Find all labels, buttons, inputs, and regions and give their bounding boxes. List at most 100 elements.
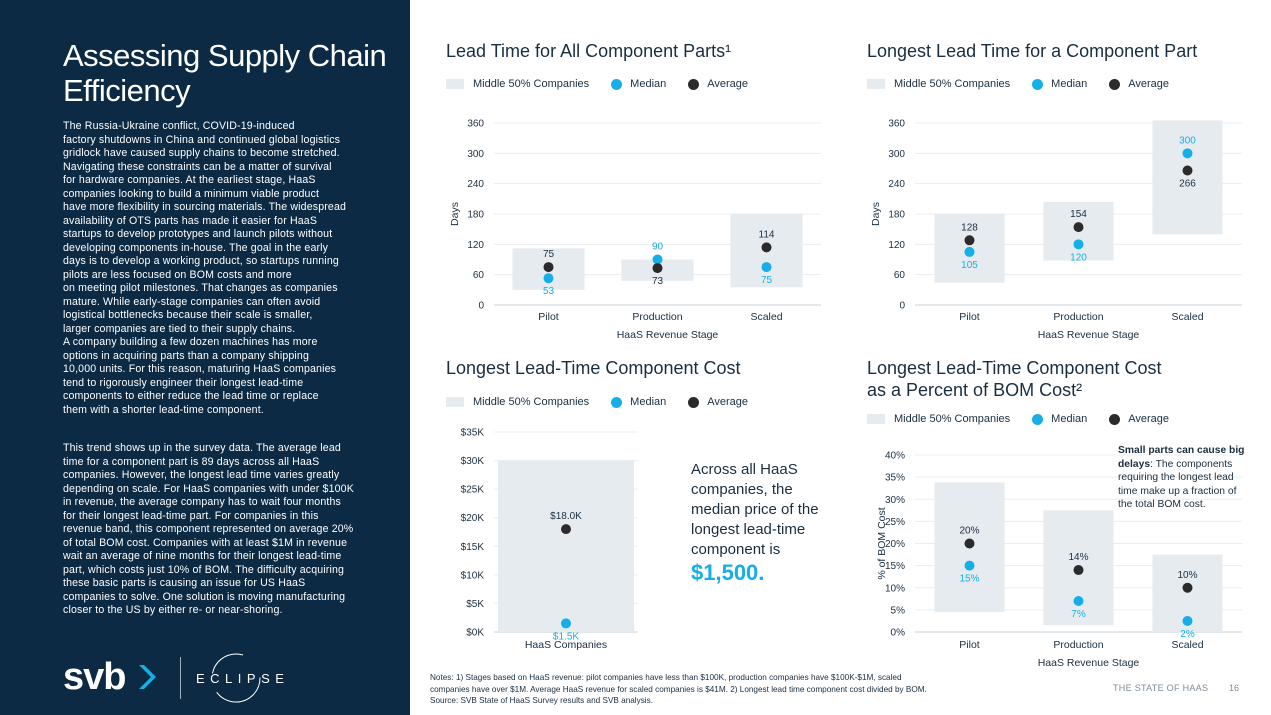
average-value-label: 114 xyxy=(759,229,775,240)
legend-average-label: Average xyxy=(1128,78,1170,90)
median-value-label: 2% xyxy=(1180,629,1195,640)
chart-plot: 0 60 120 180 240 300 360 Days HaaS Revenue Stage… xyxy=(870,119,1242,341)
average-point xyxy=(1182,165,1193,176)
y-tick-label: 0% xyxy=(891,628,906,639)
average-value-label: 20% xyxy=(959,526,979,537)
footer-brand: THE STATE OF HAAS xyxy=(1113,683,1209,693)
legend-average-swatch xyxy=(688,396,700,408)
chart-plot: 0% 5% 10% 15% 20% 25% 30% 35% 40% % of BOM Cost Ha… xyxy=(876,451,1242,669)
legend-average-label: Average xyxy=(707,396,749,408)
median-value-label: 90 xyxy=(652,242,664,253)
median-value-label: $1.5K xyxy=(553,631,579,642)
chart-title: Lead Time for All Component Parts¹ xyxy=(446,41,732,61)
chart-legend: Middle 50% Companies Median Average xyxy=(446,394,748,410)
median-point xyxy=(761,262,772,273)
y-tick-label: 20% xyxy=(885,539,905,550)
average-point xyxy=(1073,565,1084,576)
median-value-label: 75 xyxy=(761,275,773,286)
median-value-label: 105 xyxy=(961,260,978,271)
y-tick-label: 30% xyxy=(885,495,905,506)
legend-band-swatch xyxy=(446,79,464,89)
legend-median-label: Median xyxy=(1051,78,1088,90)
average-value-label: 154 xyxy=(1070,209,1087,220)
y-tick-label: 360 xyxy=(467,119,484,130)
average-value-label: 266 xyxy=(1179,179,1196,190)
average-value-label: 128 xyxy=(961,222,978,233)
average-point xyxy=(1073,222,1084,233)
x-tick-label: Production xyxy=(1053,311,1103,323)
legend-median-swatch xyxy=(611,396,623,408)
svb-logo: svb xyxy=(63,657,156,697)
median-point xyxy=(543,273,554,284)
footnotes: Notes: 1) Stages based on HaaS revenue: … xyxy=(430,673,927,705)
eclipse-logo: ECLIPSE xyxy=(196,653,284,703)
y-axis-label: Days xyxy=(449,202,461,226)
y-tick-label: $15K xyxy=(461,542,485,553)
y-tick-label: 25% xyxy=(885,517,905,528)
middle-50-band xyxy=(498,460,634,632)
y-tick-label: $25K xyxy=(461,485,485,496)
y-tick-label: 300 xyxy=(888,149,905,160)
survey-paragraph: This trend shows up in the survey data. … xyxy=(63,442,354,616)
legend-average-label: Average xyxy=(1128,413,1170,425)
legend-median-swatch xyxy=(1032,413,1044,425)
y-tick-label: 300 xyxy=(467,149,484,160)
average-point xyxy=(543,262,554,273)
side-note: Small parts can cause big delays: The co… xyxy=(1118,444,1253,512)
eclipse-ring-icon xyxy=(211,653,261,703)
x-tick-label: Production xyxy=(632,311,682,323)
median-point xyxy=(964,560,975,571)
chart-plot: 0 60 120 180 240 300 360 Days HaaS Revenue Stage… xyxy=(449,119,821,341)
median-point xyxy=(652,254,663,265)
average-point xyxy=(1182,582,1193,593)
average-point xyxy=(561,524,571,535)
chevron-right-icon xyxy=(139,665,156,689)
average-point xyxy=(652,263,663,274)
median-value-label: 300 xyxy=(1179,135,1196,146)
y-tick-label: 0 xyxy=(478,301,484,312)
y-tick-label: 0 xyxy=(899,301,905,312)
sidebar: Assessing Supply Chain Efficiency The Ru… xyxy=(0,0,410,715)
median-point xyxy=(1073,239,1084,250)
legend-band-label: Middle 50% Companies xyxy=(894,78,1011,90)
chart-title: Longest Lead-Time Component Cost as a Pe… xyxy=(867,358,1162,400)
x-tick-label: Pilot xyxy=(959,639,980,651)
average-value-label: $18.0K xyxy=(550,511,582,522)
y-tick-label: 360 xyxy=(888,119,905,130)
chart-cost-percent-bom: Longest Lead-Time Component Cost as a Pe… xyxy=(867,357,1267,677)
y-tick-label: $35K xyxy=(461,428,485,439)
median-point xyxy=(964,246,975,257)
average-value-label: 75 xyxy=(543,249,555,260)
x-tick-label: Production xyxy=(1053,639,1103,651)
y-tick-label: $0K xyxy=(466,628,484,639)
median-point xyxy=(1182,148,1193,159)
legend-average-swatch xyxy=(1109,78,1121,90)
middle-50-band xyxy=(1152,120,1223,235)
legend-average-label: Average xyxy=(707,78,749,90)
x-tick-label: HaaS Companies xyxy=(525,639,607,651)
chart-legend: Middle 50% Companies Median Average xyxy=(867,76,1169,92)
chart-plot: $0K $5K $10K $15K $20K $25K $30K $35K HaaS Compa… xyxy=(461,428,638,651)
average-value-label: 10% xyxy=(1177,570,1197,581)
y-tick-label: 240 xyxy=(467,179,484,190)
y-tick-label: 10% xyxy=(885,583,905,594)
y-tick-label: 120 xyxy=(467,240,484,251)
y-tick-label: 120 xyxy=(888,240,905,251)
legend-average-swatch xyxy=(1109,413,1121,425)
legend-band-label: Middle 50% Companies xyxy=(473,78,590,90)
y-tick-label: 240 xyxy=(888,179,905,190)
x-tick-label: Pilot xyxy=(538,311,559,323)
legend-median-label: Median xyxy=(1051,413,1088,425)
side-note-bold: Small parts can cause big delays xyxy=(1118,445,1245,470)
x-tick-label: Scaled xyxy=(1171,639,1203,651)
chart-legend: Middle 50% Companies Median Average xyxy=(446,76,748,92)
median-point xyxy=(1182,615,1193,626)
y-tick-label: $5K xyxy=(466,599,484,610)
y-tick-label: 15% xyxy=(885,561,905,572)
x-tick-label: Pilot xyxy=(959,311,980,323)
y-tick-label: 180 xyxy=(467,210,484,221)
logo-divider xyxy=(180,657,181,699)
legend-band-swatch xyxy=(446,397,464,407)
y-tick-label: $10K xyxy=(461,570,485,581)
y-tick-label: 180 xyxy=(888,210,905,221)
